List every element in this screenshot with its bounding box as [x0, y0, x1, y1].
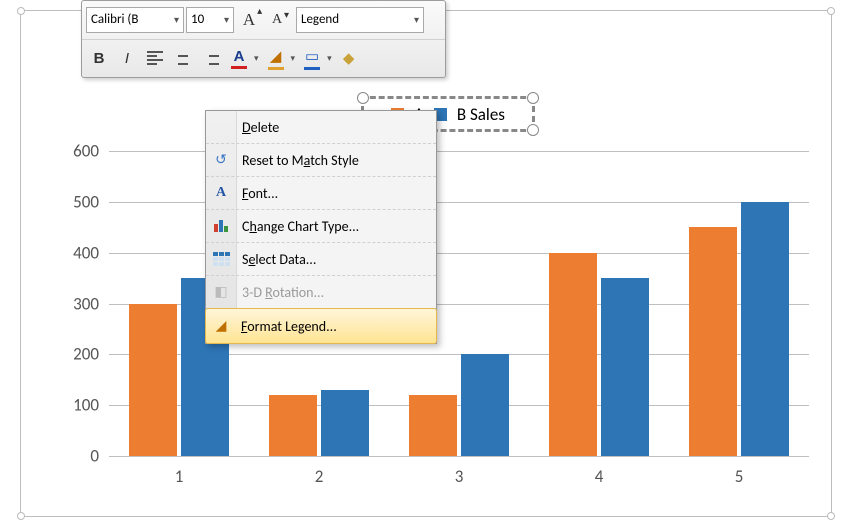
x-axis-tick-label: 3	[389, 466, 529, 487]
font-family-select[interactable]: Calibri (B ▾	[86, 7, 184, 33]
selection-handle[interactable]	[527, 124, 539, 136]
font-size-select[interactable]: 10 ▾	[186, 7, 234, 33]
resize-handle[interactable]	[17, 512, 25, 520]
context-menu-label: Select Data...	[242, 251, 316, 268]
grid-line	[109, 456, 809, 457]
x-axis-tick-label: 4	[529, 466, 669, 487]
reset-icon: ↺	[212, 151, 230, 169]
font-icon: A	[212, 184, 230, 202]
y-axis-tick-label: 0	[49, 446, 99, 467]
context-menu-label: Change Chart Type...	[242, 218, 359, 235]
y-axis-tick-label: 500	[49, 191, 99, 212]
align-left-button[interactable]	[142, 45, 168, 71]
context-menu-label: Font...	[242, 185, 278, 202]
resize-handle[interactable]	[827, 512, 835, 520]
context-menu-item[interactable]: ↺ Reset to Match Style	[206, 144, 436, 177]
x-axis-tick-label: 5	[669, 466, 809, 487]
outline-color-button[interactable]: ▭ ▾	[299, 45, 334, 71]
y-axis-tick-label: 400	[49, 242, 99, 263]
legend-label: B Sales	[457, 104, 505, 125]
chart-icon	[212, 217, 230, 235]
y-axis-tick-label: 200	[49, 344, 99, 365]
chart-bar[interactable]	[409, 395, 457, 456]
context-menu-label: 3-D Rotation...	[242, 284, 324, 301]
context-menu: Delete ↺ Reset to Match Style A Font... Chang…	[205, 110, 437, 344]
context-menu-item[interactable]: ◢ Format Legend...	[205, 308, 437, 344]
font-color-button[interactable]: A ▾	[226, 45, 261, 71]
font-family-value: Calibri (B	[91, 12, 138, 27]
y-axis-tick-label: 100	[49, 395, 99, 416]
font-size-value: 10	[191, 12, 204, 27]
grow-font-button[interactable]: A▴	[236, 7, 262, 33]
context-menu-item[interactable]: Delete	[206, 111, 436, 144]
bold-button[interactable]: B	[86, 45, 112, 71]
chart-bar[interactable]	[741, 202, 789, 456]
chart-bar[interactable]	[689, 227, 737, 456]
chart-bar[interactable]	[549, 253, 597, 456]
align-center-button[interactable]	[170, 45, 196, 71]
x-axis-tick-label: 2	[249, 466, 389, 487]
chart-bar[interactable]	[321, 390, 369, 456]
chart-bar[interactable]	[269, 395, 317, 456]
context-menu-item[interactable]: A Font...	[206, 177, 436, 210]
context-menu-item[interactable]: Select Data...	[206, 243, 436, 276]
format-icon: ◢	[212, 317, 230, 335]
context-menu-label: Reset to Match Style	[242, 152, 359, 169]
blank-icon	[212, 118, 230, 136]
chart-bar[interactable]	[129, 304, 177, 457]
selection-handle[interactable]	[527, 92, 539, 104]
fill-color-button[interactable]: ◢ ▾	[263, 45, 298, 71]
shrink-font-button[interactable]: A▾	[264, 7, 290, 33]
chart-bar[interactable]	[601, 278, 649, 456]
3d-icon: ◧	[212, 283, 230, 301]
chart-bar[interactable]	[461, 354, 509, 456]
data-icon	[212, 250, 230, 268]
context-menu-item[interactable]: Change Chart Type...	[206, 210, 436, 243]
format-painter-button[interactable]: ◆	[336, 45, 362, 71]
italic-button[interactable]: I	[114, 45, 140, 71]
mini-toolbar: Calibri (B ▾ 10 ▾ A▴ A▾ Legend ▾ B I	[81, 0, 446, 78]
y-axis-tick-label: 600	[49, 141, 99, 162]
selection-handle[interactable]	[357, 92, 369, 104]
element-select-value: Legend	[301, 12, 339, 27]
context-menu-label: Delete	[242, 119, 279, 136]
align-right-button[interactable]	[198, 45, 224, 71]
context-menu-item: ◧ 3-D Rotation...	[206, 276, 436, 309]
y-axis-tick-label: 300	[49, 293, 99, 314]
element-select[interactable]: Legend ▾	[296, 7, 424, 33]
x-axis-tick-label: 1	[109, 466, 249, 487]
context-menu-label: Format Legend...	[241, 318, 337, 335]
